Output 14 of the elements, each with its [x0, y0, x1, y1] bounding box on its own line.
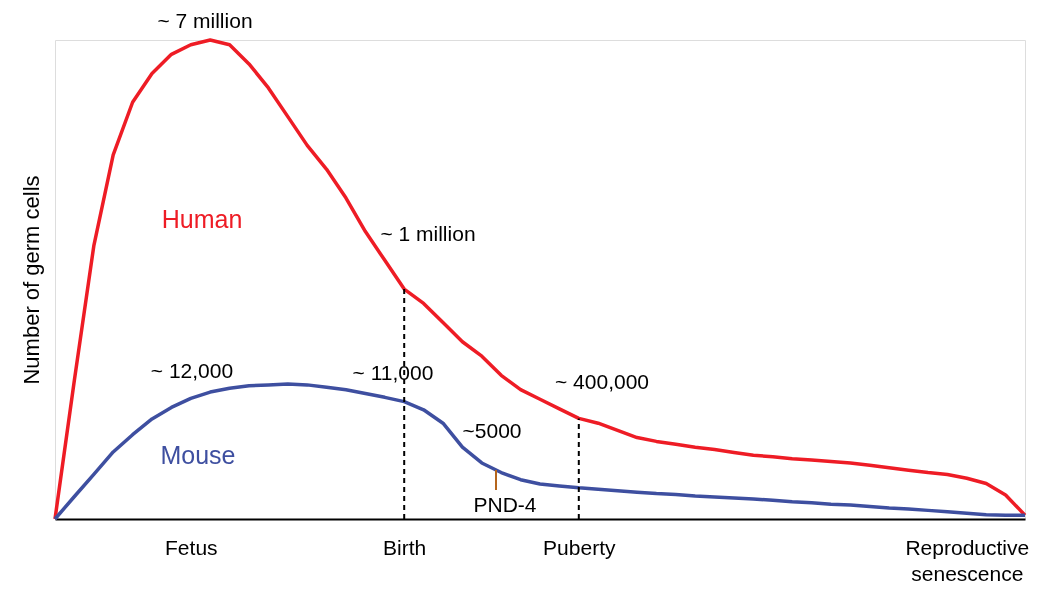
- annotation: ~ 12,000: [150, 359, 234, 382]
- x-tick-label: Puberty: [543, 535, 616, 559]
- series-label: Mouse: [160, 441, 236, 469]
- y-axis-title: Number of germ cells: [18, 175, 44, 385]
- text: Human: [161, 205, 243, 233]
- annotation: ~ 1 million: [380, 222, 476, 245]
- annotation: ~ 400,000: [554, 370, 650, 393]
- annotation: ~ 11,000: [352, 361, 434, 384]
- annotation: PND-4: [473, 493, 537, 516]
- x-tick-label: Fetus: [165, 535, 218, 559]
- text: ~ 7 million: [157, 9, 253, 32]
- x-tick-label: Reproductive senescence: [905, 535, 1030, 585]
- annotation: ~5000: [462, 419, 522, 442]
- x-tick-label: Birth: [383, 535, 427, 559]
